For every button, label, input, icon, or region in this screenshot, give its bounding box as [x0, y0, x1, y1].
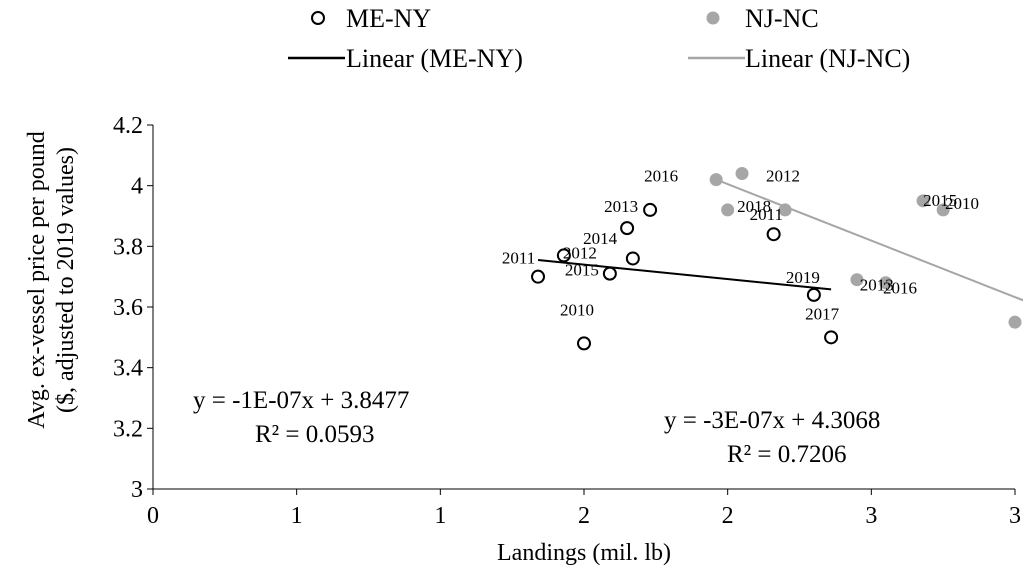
x-tick-label: 3	[1009, 503, 1021, 529]
point-me-ny	[625, 251, 640, 266]
point-me-ny	[556, 248, 571, 263]
nj-nc-r2: R² = 0.7206	[727, 441, 847, 468]
trendline-me-ny	[537, 258, 832, 291]
y-tick-label: 4	[131, 174, 143, 200]
y-tick-label: 3	[131, 477, 143, 503]
point-me-ny	[824, 330, 839, 345]
point-me-ny	[620, 221, 635, 236]
x-tick-label: 2	[722, 503, 734, 529]
point-me-ny	[577, 336, 591, 351]
point-label-me-ny: 2010	[560, 300, 594, 319]
y-tick-label: 3.4	[113, 356, 143, 382]
point-me-ny	[806, 287, 821, 302]
y-tick-label: 4.2	[113, 113, 143, 139]
point-nj-nc	[1008, 315, 1022, 329]
x-axis-title: Landings (mil. lb)	[497, 540, 671, 566]
point-nj-nc	[709, 173, 723, 187]
me-ny-equation: y = -1E-07x + 3.8477	[193, 387, 409, 414]
legend-label-nj-nc-trend: Linear (NJ-NC)	[745, 44, 910, 73]
point-nj-nc	[721, 203, 735, 217]
x-tick-label: 1	[291, 503, 303, 529]
point-me-ny	[602, 266, 617, 281]
nj-nc-equation: y = -3E-07x + 4.3068	[664, 407, 880, 434]
legend-label-me-ny: ME-NY	[346, 4, 431, 33]
x-tick-label: 2	[578, 503, 590, 529]
point-label-me-ny: 2011	[502, 248, 535, 267]
point-label-nj-nc: 2016	[883, 279, 917, 298]
y-axis-title-line2: ($, adjusted to 2019 values)	[53, 147, 79, 413]
y-axis-title: Avg. ex-vessel price per pound	[24, 131, 50, 428]
point-nj-nc	[936, 203, 950, 217]
data-points	[531, 167, 1022, 351]
x-tick-label: 0	[147, 503, 159, 529]
point-label-nj-nc: 2012	[766, 167, 800, 186]
point-nj-nc	[735, 167, 749, 181]
legend: ME-NY NJ-NC Linear (ME-NY) Linear (NJ-NC…	[288, 4, 910, 73]
point-label-nj-nc: 2018	[737, 197, 771, 216]
y-tick-label: 3.2	[113, 416, 143, 442]
point-nj-nc	[916, 194, 930, 208]
point-me-ny	[643, 202, 658, 217]
point-label-me-ny: 2014	[583, 229, 618, 248]
point-label-nj-nc: 2013	[860, 276, 894, 295]
point-nj-nc	[778, 203, 792, 217]
point-label-me-ny: 2017	[805, 304, 840, 323]
point-label-nj-nc: 2015	[923, 191, 957, 210]
y-tick-label: 3.6	[113, 295, 143, 321]
point-nj-nc	[879, 276, 893, 290]
point-label-me-ny: 2013	[604, 197, 638, 216]
axis-ticks: 3 3.2 3.4 3.6 3.8 4 4.2 0 1 1 2 2 3 3	[113, 113, 1021, 529]
y-tick-label: 3.8	[113, 234, 143, 260]
point-label-me-ny: 2019	[786, 268, 820, 287]
me-ny-r2: R² = 0.0593	[255, 421, 375, 448]
legend-marker-nj-nc	[706, 11, 720, 25]
point-label-me-ny: 2012	[563, 243, 597, 262]
point-label-nj-nc: 2011	[750, 205, 783, 224]
legend-label-nj-nc: NJ-NC	[745, 4, 819, 33]
legend-marker-me-ny	[311, 11, 325, 25]
legend-label-me-ny-trend: Linear (ME-NY)	[346, 44, 523, 73]
point-me-ny	[766, 227, 781, 242]
point-nj-nc	[850, 273, 864, 287]
point-label-nj-nc: 2016	[644, 167, 678, 186]
x-tick-label: 1	[434, 503, 446, 529]
point-label-nj-nc: 2010	[945, 194, 979, 213]
point-label-me-ny: 2015	[565, 261, 599, 280]
x-tick-label: 3	[865, 503, 877, 529]
point-me-ny	[531, 269, 546, 284]
